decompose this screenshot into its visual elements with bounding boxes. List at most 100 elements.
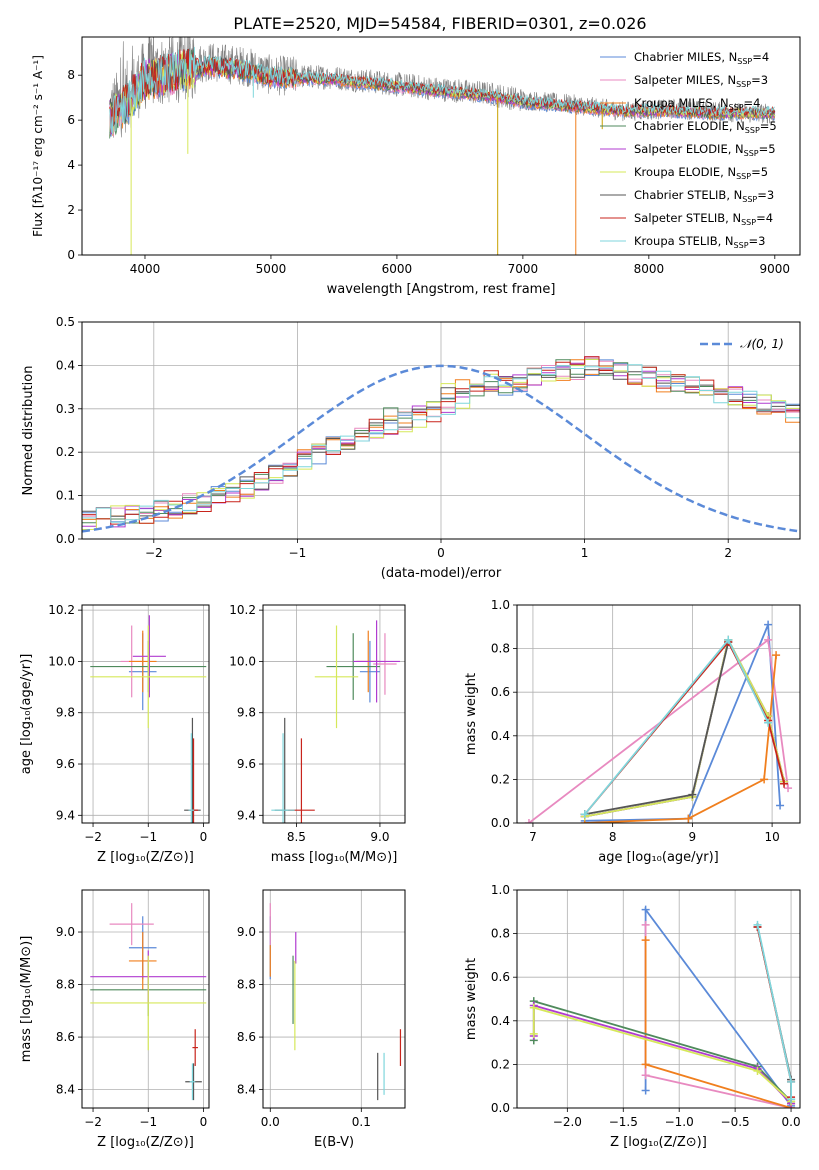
x-tick-label: 7000 <box>508 262 539 276</box>
x-tick-label: −0.5 <box>721 1115 750 1129</box>
x-axis-label: age [log₁₀(age/yr)] <box>598 850 719 865</box>
axes-frame <box>81 889 210 1109</box>
x-tick-label: 4000 <box>130 262 161 276</box>
mass-weight-line <box>584 655 777 823</box>
y-tick-label: 0.6 <box>491 685 510 699</box>
mass-weight-marker <box>784 784 793 793</box>
mass-weight-marker <box>641 905 650 914</box>
legend-label: Kroupa ELODIE, NSSP=5 <box>634 165 768 181</box>
y-axis-label: mass weight <box>464 958 479 1040</box>
legend-label: 𝒩(0, 1) <box>740 337 784 351</box>
y-tick-label: 8 <box>67 68 75 82</box>
y-tick-label: 6 <box>67 113 75 127</box>
y-tick-label: 9.0 <box>56 925 75 939</box>
y-tick-label: 0.5 <box>56 315 75 329</box>
mass-weight-marker <box>772 651 781 660</box>
y-tick-label: 9.6 <box>56 757 75 771</box>
x-tick-label: 5000 <box>256 262 287 276</box>
y-tick-label: 0.0 <box>491 816 510 830</box>
errorbar-point <box>90 625 207 729</box>
legend-label: Chabrier ELODIE, NSSP=5 <box>634 119 777 135</box>
x-tick-label: −2 <box>84 830 102 844</box>
mass-weight-marker <box>529 1029 538 1038</box>
y-tick-label: 10.2 <box>229 603 256 617</box>
y-tick-label: 9.0 <box>237 925 256 939</box>
figure-title: PLATE=2520, MJD=54584, FIBERID=0301, z=0… <box>233 14 646 33</box>
x-tick-label: −2.0 <box>553 1115 582 1129</box>
x-tick-label: 0.0 <box>261 1115 280 1129</box>
mass-weight-marker <box>641 1071 650 1080</box>
weight-vs-age-panel: 7 8 9 10 0.0 0.2 0.4 0.6 0.8 1.0 age [log₁₀(age/yr… <box>464 598 801 865</box>
mass-weight-marker <box>684 814 693 823</box>
y-tick-label: 0.0 <box>56 532 75 546</box>
errorbar-point <box>353 620 400 703</box>
mass-weight-marker <box>764 635 773 644</box>
x-tick-label: 0.0 <box>782 1115 801 1129</box>
y-tick-label: 0.8 <box>491 927 510 941</box>
x-tick-label: 10 <box>764 830 779 844</box>
x-tick-label: 7 <box>529 830 537 844</box>
weight-vs-Z-panel: −2.0 −1.5 −1.0 −0.5 0.0 0.0 0.2 0.4 0.6 0.8 1.0 Z [… <box>464 883 801 1150</box>
errorbar-point <box>128 630 157 693</box>
x-axis-label: mass [log₁₀(M/M⊙)] <box>271 850 398 865</box>
y-tick-label: 10.0 <box>48 654 75 668</box>
mass-weight-line <box>584 640 785 815</box>
axes-frame <box>262 604 406 824</box>
x-tick-label: −2 <box>84 1115 102 1129</box>
x-tick-label: 0 <box>200 830 208 844</box>
mass-weight-marker <box>753 920 762 929</box>
y-tick-label: 8.4 <box>56 1083 75 1097</box>
axes-frame <box>81 604 210 824</box>
x-axis-label: E(B-V) <box>314 1135 354 1150</box>
y-tick-label: 8.6 <box>56 1030 75 1044</box>
y-tick-label: 0.2 <box>56 445 75 459</box>
y-axis-label: Normed distribution <box>21 366 36 496</box>
spectrum-lines <box>109 37 776 255</box>
mass-weight-line <box>528 638 789 823</box>
axes-frame <box>81 36 801 256</box>
mass-weight-line <box>644 906 792 1107</box>
residual-histogram <box>82 359 800 523</box>
x-tick-label: 9 <box>689 830 697 844</box>
mass-weight-line <box>584 637 785 818</box>
y-tick-label: 8.8 <box>237 978 256 992</box>
y-tick-label: 9.4 <box>237 808 256 822</box>
errorbar-point <box>189 1063 196 1101</box>
y-tick-label: 1.0 <box>491 883 510 897</box>
legend-label: Chabrier STELIB, NSSP=3 <box>634 188 774 204</box>
mass-weight-marker <box>641 1086 650 1095</box>
mass-weight-marker <box>641 920 650 929</box>
mass-weight-marker <box>580 810 589 819</box>
x-tick-label: 8.5 <box>287 830 306 844</box>
y-tick-label: 0.2 <box>491 772 510 786</box>
mass-weight-marker <box>787 1077 796 1086</box>
mass-weight-marker <box>780 779 789 788</box>
x-tick-label: 1 <box>581 546 589 560</box>
y-axis-label: age [log₁₀(age/yr)] <box>19 654 34 775</box>
y-tick-label: 0.4 <box>491 1014 510 1028</box>
mass-weight-marker <box>776 801 785 810</box>
residual-histogram <box>82 356 800 528</box>
mass-vs-ebv-panel: 0.0 0.1 8.4 8.6 8.8 9.0 E(B-V) <box>237 889 406 1150</box>
x-tick-label: 8000 <box>634 262 665 276</box>
y-tick-label: 0.2 <box>491 1057 510 1071</box>
x-tick-label: 0 <box>200 1115 208 1129</box>
y-axis-label: Flux [fλ10⁻¹⁷ erg cm⁻² s⁻¹ A⁻¹] <box>31 55 45 237</box>
residual-histogram <box>82 364 800 523</box>
mass-weight-marker <box>764 718 773 727</box>
errorbar-point <box>314 625 359 729</box>
y-tick-label: 0 <box>67 248 75 262</box>
mass-weight-line <box>584 624 781 822</box>
x-tick-label: −1 <box>289 546 307 560</box>
y-tick-label: 0.6 <box>491 970 510 984</box>
mass-weight-marker <box>787 1095 796 1104</box>
mass-weight-line <box>584 637 785 818</box>
spectrum-legend: Chabrier MILES, NSSP=4 Salpeter MILES, NS… <box>600 50 777 250</box>
x-axis-label: (data-model)/error <box>381 566 502 581</box>
x-tick-label: 6000 <box>382 262 413 276</box>
legend-label: Salpeter STELIB, NSSP=4 <box>634 211 773 227</box>
x-tick-label: 0 <box>437 546 445 560</box>
x-axis-label: Z [log₁₀(Z/Z⊙)] <box>97 1135 194 1150</box>
x-axis-label: wavelength [Angstrom, rest frame] <box>327 282 556 297</box>
